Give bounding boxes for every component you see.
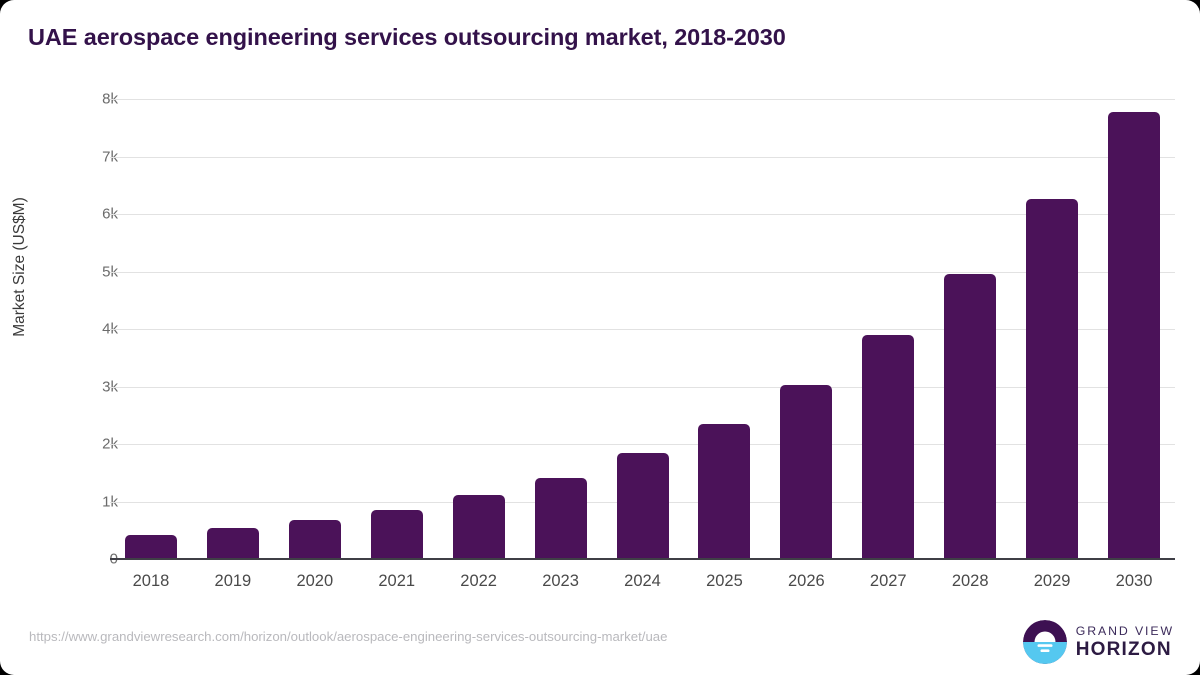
bar[interactable]	[1108, 111, 1161, 559]
y-axis-tick-label: 4k	[102, 320, 118, 338]
bar[interactable]	[1026, 199, 1079, 559]
y-axis-tick-label: 7k	[102, 148, 118, 165]
x-axis-tick-label: 2019	[214, 572, 252, 590]
brand-logo-text: GRAND VIEW HORIZON	[1075, 623, 1174, 661]
x-axis-tick-label: 2021	[378, 572, 416, 590]
y-axis-tick-label: 3k	[102, 378, 118, 395]
page-title: UAE aerospace engineering services outso…	[28, 24, 786, 50]
bar[interactable]	[862, 334, 915, 559]
bar[interactable]	[206, 527, 259, 559]
x-axis-tick-label: 2022	[460, 572, 497, 590]
horizon-sun-circle-icon	[1022, 620, 1067, 664]
x-axis-tick-label: 2027	[869, 572, 907, 590]
brand-logo-line2: HORIZON	[1075, 639, 1172, 661]
y-axis-tick-label: 2k	[102, 435, 118, 453]
brand-logo: GRAND VIEW HORIZON	[1022, 620, 1174, 664]
gridline	[110, 329, 1175, 330]
x-axis-tick-label: 2020	[296, 572, 334, 590]
bar[interactable]	[944, 273, 997, 559]
bar[interactable]	[534, 477, 587, 559]
bar[interactable]	[698, 423, 751, 559]
gridline	[110, 271, 1175, 273]
gridline	[110, 99, 1175, 100]
x-axis-tick-label: 2030	[1115, 572, 1153, 590]
y-axis-tick-label: 1k	[102, 493, 118, 510]
y-axis-label: Market Size (US$M)	[11, 197, 28, 337]
bar[interactable]	[616, 453, 669, 559]
x-axis-tick-label: 2026	[787, 572, 825, 590]
x-axis-tick-label: 2028	[951, 572, 989, 590]
x-axis-line	[110, 558, 1175, 560]
x-axis-tick-label: 2024	[624, 572, 661, 590]
brand-logo-line1: GRAND VIEW	[1075, 623, 1174, 638]
bar[interactable]	[370, 509, 423, 559]
gridline	[110, 156, 1175, 158]
y-axis-tick-label: 8k	[102, 90, 118, 108]
plot-area	[110, 99, 1175, 559]
x-axis-tick-label: 2023	[542, 572, 579, 590]
source-url[interactable]: https://www.grandviewresearch.com/horizo…	[29, 629, 668, 644]
y-axis-tick-label: 0	[28, 551, 118, 568]
bar[interactable]	[124, 534, 177, 559]
gridline	[110, 386, 1175, 388]
y-axis-tick-label: 6k	[102, 205, 118, 223]
gridline	[110, 444, 1175, 445]
bar[interactable]	[288, 520, 341, 559]
bar[interactable]	[452, 495, 505, 559]
x-axis-tick-label: 2018	[132, 572, 170, 590]
x-axis-tick-label: 2029	[1033, 572, 1071, 590]
x-axis-tick-label: 2025	[706, 572, 743, 590]
bar[interactable]	[780, 384, 833, 559]
y-axis-tick-label: 5k	[102, 263, 118, 280]
gridline	[110, 214, 1175, 215]
